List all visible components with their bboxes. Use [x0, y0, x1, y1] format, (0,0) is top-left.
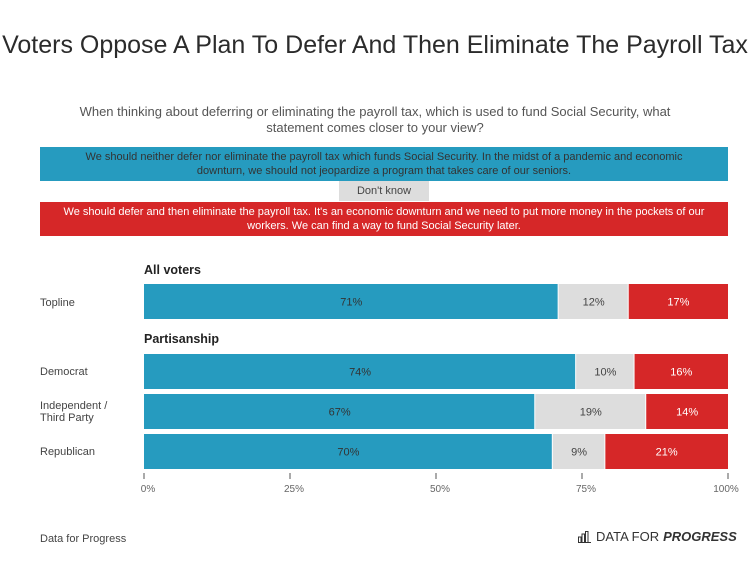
source-label: Data for Progress [40, 533, 127, 545]
x-tick-label: 100% [713, 484, 739, 495]
brand-name-light: DATA FOR [596, 529, 660, 544]
data-label-democrat-series-2: 16% [670, 367, 692, 379]
row-label-topline: Topline [40, 297, 75, 309]
bar-topline-series-1 [558, 284, 628, 319]
data-label-democrat-series-0: 74% [349, 367, 371, 379]
bar-democrat-series-0 [144, 354, 576, 389]
data-label-democrat-series-1: 10% [594, 367, 616, 379]
group-label-all-voters: All voters [144, 263, 201, 277]
data-label-topline-series-0: 71% [340, 297, 362, 309]
data-label-independent-third-party-series-1: 19% [580, 407, 602, 419]
legend-item-defer: We should defer and then eliminate the p… [40, 202, 728, 236]
row-label-independent: Independent / Third Party [40, 400, 108, 424]
bar-independent-third-party-series-0 [144, 394, 535, 429]
legend-item-dont-know: Don't know [339, 181, 429, 201]
bar-topline-series-2 [628, 284, 728, 319]
bar-democrat-series-2 [634, 354, 728, 389]
x-tick-label: 75% [576, 484, 596, 495]
data-label-independent-third-party-series-0: 67% [329, 407, 351, 419]
bar-independent-third-party-series-2 [646, 394, 728, 429]
data-label-independent-third-party-series-2: 14% [676, 407, 698, 419]
brand-logo: DATA FOR PROGRESS [578, 529, 737, 544]
bar-democrat-series-1 [576, 354, 634, 389]
group-label-partisanship: Partisanship [144, 332, 220, 346]
row-label-republican: Republican [40, 446, 96, 458]
chart-title: Voters Oppose A Plan To Defer And Then E… [2, 31, 748, 59]
row-label-democrat: Democrat [40, 366, 88, 378]
legend-item-neither: We should neither defer nor eliminate th… [40, 147, 728, 181]
bar-chart-logo-icon [578, 530, 591, 543]
x-tick-label: 0% [141, 484, 156, 495]
data-label-topline-series-1: 12% [583, 297, 605, 309]
data-label-topline-series-2: 17% [667, 297, 689, 309]
x-tick-label: 50% [430, 484, 450, 495]
bar-topline-series-0 [144, 284, 558, 319]
data-label-republican-series-1: 9% [571, 447, 587, 459]
data-label-republican-series-0: 70% [337, 447, 359, 459]
data-label-republican-series-2: 21% [656, 447, 678, 459]
brand-name-bold: PROGRESS [663, 529, 737, 544]
chart-subtitle: When thinking about deferring or elimina… [79, 104, 671, 135]
bar-republican-series-1 [552, 434, 605, 469]
x-tick-label: 25% [284, 484, 304, 495]
bar-republican-series-0 [144, 434, 552, 469]
bar-republican-series-2 [605, 434, 728, 469]
bar-independent-third-party-series-1 [535, 394, 646, 429]
